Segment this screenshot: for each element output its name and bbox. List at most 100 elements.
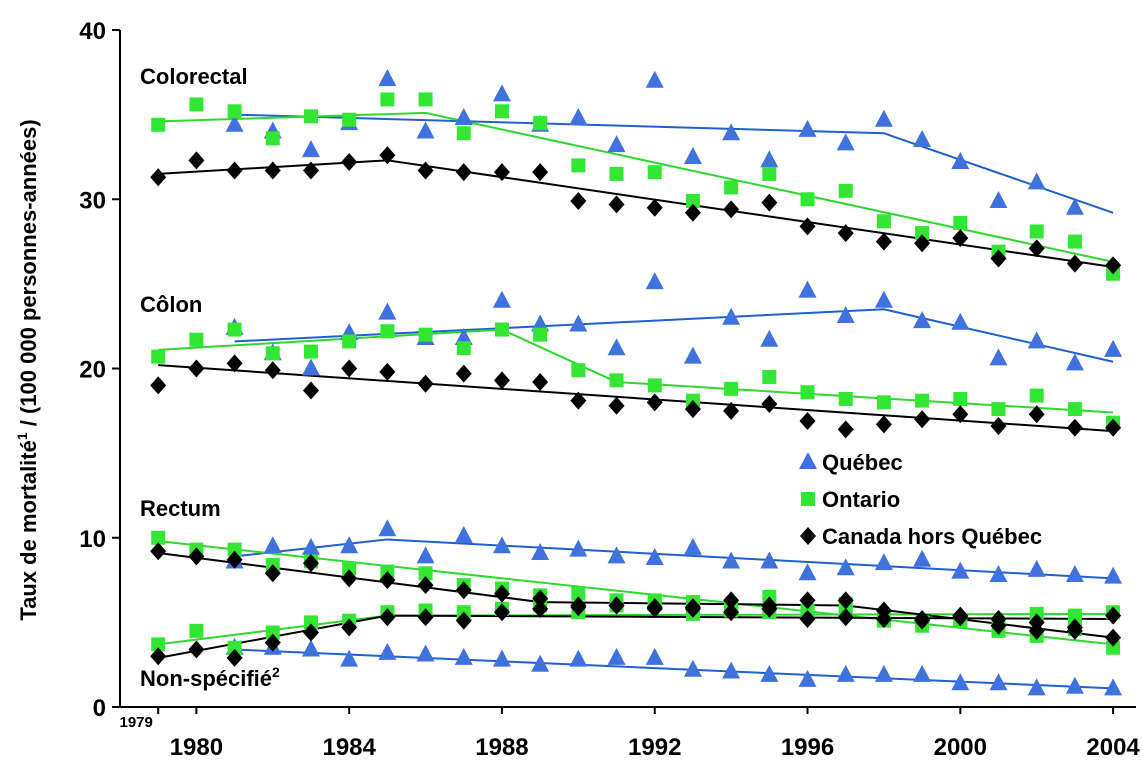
triangle-marker: [951, 673, 970, 691]
square-marker: [151, 349, 166, 364]
square-marker: [380, 92, 395, 107]
diamond-marker: [302, 623, 319, 642]
triangle-marker: [416, 644, 435, 662]
diamond-marker: [1066, 254, 1083, 273]
diamond-marker: [226, 354, 243, 373]
triangle-marker: [683, 146, 702, 164]
y-axis-title: Taux de mortalité1 / (100 000 personnes-…: [14, 119, 41, 620]
group-label-text: Côlon: [140, 292, 202, 317]
square-marker: [189, 332, 204, 347]
legend-label: Canada hors Québec: [822, 524, 1042, 549]
diamond-marker: [723, 200, 740, 219]
square-marker: [571, 586, 586, 601]
diamond-marker: [837, 591, 854, 610]
diamond-marker: [532, 589, 549, 608]
diamond-marker: [379, 146, 396, 165]
diamond-marker: [226, 550, 243, 569]
triangle-marker: [722, 307, 741, 325]
square-marker: [303, 344, 318, 359]
square-marker: [724, 381, 739, 396]
diamond-marker: [914, 410, 931, 429]
diamond-marker: [799, 591, 816, 610]
triangle-marker: [1065, 676, 1084, 694]
square-marker: [685, 193, 700, 208]
trend-line: [158, 159, 1114, 268]
triangle-marker: [722, 551, 741, 569]
triangle-marker: [836, 664, 855, 682]
square-marker: [1067, 402, 1082, 417]
triangle-marker: [760, 551, 779, 569]
triangle-marker: [645, 647, 664, 665]
square-marker: [380, 324, 395, 339]
y-title-rest: / (100 000 personnes-années): [16, 119, 41, 432]
diamond-marker: [1066, 621, 1083, 640]
y-tick-label: 30: [79, 187, 106, 214]
diamond-marker: [875, 232, 892, 251]
y-tick-label: 40: [79, 18, 106, 45]
triangle-marker: [1065, 564, 1084, 582]
triangle-marker: [760, 664, 779, 682]
triangle-marker: [301, 639, 320, 657]
triangle-marker: [798, 280, 817, 298]
square-marker: [838, 183, 853, 198]
square-marker: [915, 226, 930, 241]
square-marker: [838, 391, 853, 406]
triangle-marker: [263, 536, 282, 554]
diamond-marker: [761, 193, 778, 212]
triangle-marker: [416, 121, 435, 139]
triangle-marker: [989, 673, 1008, 691]
trend-line: [158, 364, 1114, 433]
diamond-marker: [761, 395, 778, 414]
diamond-marker: [723, 401, 740, 420]
group-label: Rectum: [140, 496, 221, 521]
square-marker: [762, 369, 777, 384]
triangle-marker: [913, 549, 932, 567]
diamond-marker: [761, 599, 778, 618]
diamond-marker: [875, 415, 892, 434]
triangle-marker: [378, 642, 397, 660]
triangle-marker: [874, 664, 893, 682]
square-marker: [1029, 224, 1044, 239]
triangle-marker: [531, 654, 550, 672]
diamond-marker: [417, 608, 434, 627]
diamond-marker: [684, 599, 701, 618]
diamond-marker: [1105, 418, 1122, 437]
square-marker: [342, 112, 357, 127]
square-marker: [800, 192, 815, 207]
square-marker: [533, 116, 548, 131]
triangle-marker: [569, 539, 588, 557]
triangle-marker: [799, 452, 817, 469]
diamond-marker: [646, 393, 663, 412]
diamond-marker: [914, 234, 931, 253]
y-title-text: Taux de mortalité: [16, 440, 41, 621]
square-marker: [494, 322, 509, 337]
group-label: Côlon: [140, 292, 202, 317]
triangle-marker: [989, 564, 1008, 582]
x-tick-label: 1984: [322, 734, 376, 761]
square-marker: [647, 378, 662, 393]
diamond-marker: [417, 576, 434, 595]
square-marker: [265, 625, 280, 640]
triangle-marker: [378, 69, 397, 87]
diamond-marker: [264, 633, 281, 652]
square-marker: [953, 215, 968, 230]
legend-label: Ontario: [822, 487, 900, 512]
trend-line: [158, 540, 1114, 646]
triangle-marker: [913, 664, 932, 682]
diamond-marker: [875, 609, 892, 628]
triangle-marker: [645, 70, 664, 88]
diamond-marker: [493, 163, 510, 182]
diamond-marker: [150, 376, 167, 395]
square-marker: [762, 166, 777, 181]
diamond-marker: [1105, 628, 1122, 647]
triangle-marker: [492, 649, 511, 667]
y-title-note: 1: [14, 432, 30, 440]
diamond-marker: [302, 161, 319, 180]
triangle-marker: [340, 649, 359, 667]
diamond-marker: [264, 161, 281, 180]
x-tick-label: 2004: [1086, 734, 1140, 761]
square-marker: [456, 126, 471, 141]
x-tick-label: 1992: [628, 734, 681, 761]
square-marker: [265, 131, 280, 146]
